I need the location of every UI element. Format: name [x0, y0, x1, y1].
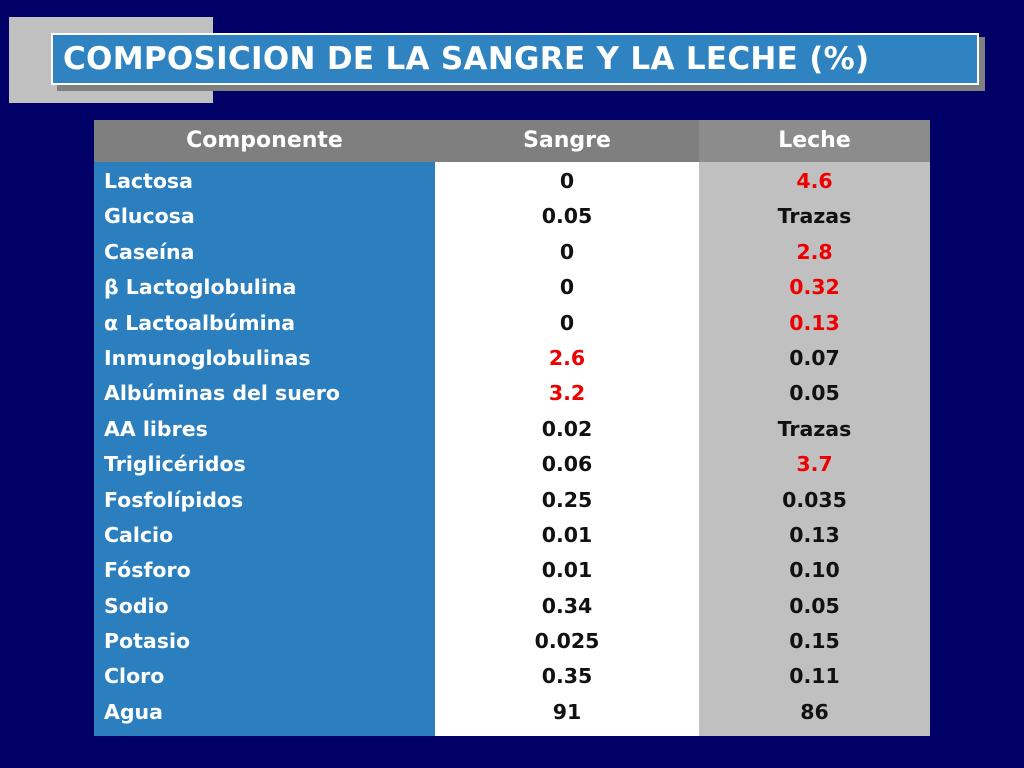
cell-leche: 0.13	[789, 310, 840, 335]
cell-sangre: 0.01	[541, 558, 593, 583]
cell-leche: 0.10	[789, 558, 840, 583]
cell-leche: 0.035	[782, 487, 847, 512]
cell-componente: Caseína	[104, 239, 195, 264]
cell-leche: 0.13	[789, 522, 840, 547]
cell-componente: Fósforo	[104, 558, 191, 583]
cell-componente: Fosfolípidos	[104, 487, 244, 512]
cell-leche: 0.11	[789, 664, 840, 689]
cell-leche: 0.07	[789, 345, 840, 370]
cell-componente: Cloro	[104, 664, 165, 689]
cell-sangre: 0.02	[541, 416, 593, 441]
cell-sangre: 0	[559, 310, 575, 335]
sangre-rows: 0 0.05 0 0 0 2.6 3.2 0.02 0.06 0.25 0.01 0.01 0.34 0.…	[435, 164, 699, 730]
cell-componente: Glucosa	[104, 204, 195, 229]
header-sangre: Sangre	[435, 120, 699, 162]
cell-sangre: 0	[559, 169, 575, 193]
cell-sangre: 91	[552, 699, 582, 724]
cell-componente: β Lactoglobulina	[104, 275, 297, 300]
title-box: COMPOSICION DE LA SANGRE Y LA LECHE (%)	[51, 33, 979, 85]
slide-title: COMPOSICION DE LA SANGRE Y LA LECHE (%)	[63, 41, 870, 77]
cell-leche: 0.05	[789, 381, 840, 406]
cell-sangre: 0.05	[541, 204, 593, 229]
cell-sangre: 0.35	[541, 664, 593, 689]
cell-leche: 86	[800, 699, 829, 724]
cell-leche: 0.05	[789, 593, 840, 618]
header-componente: Componente	[94, 120, 435, 162]
cell-leche: 0.32	[789, 275, 840, 300]
cell-sangre: 0.06	[541, 452, 593, 477]
cell-componente: Sodio	[104, 593, 169, 618]
cell-leche: 3.7	[796, 452, 833, 477]
cell-componente: Albúminas del suero	[104, 381, 340, 406]
composition-table: Componente Lactosa Glucosa Caseína β Lactog…	[94, 120, 930, 736]
cell-sangre: 0.025	[534, 629, 600, 654]
cell-componente: AA libres	[104, 416, 208, 441]
cell-componente: Potasio	[104, 629, 191, 654]
componente-rows: Lactosa Glucosa Caseína β Lactoglobulina α L…	[94, 164, 435, 730]
leche-rows: 4.6 Trazas 2.8 0.32 0.13 0.07 0.05 Trazas 3.7 0.0…	[699, 164, 930, 730]
leche-column: Leche 4.6 Trazas 2.8 0.32 0.13 0.07 0.05 Trazas…	[699, 120, 930, 736]
cell-sangre: 3.2	[548, 381, 586, 406]
componente-column: Componente Lactosa Glucosa Caseína β Lactog…	[94, 120, 435, 736]
cell-sangre: 0.34	[541, 593, 593, 618]
cell-leche: 0.15	[789, 629, 840, 654]
cell-sangre: 0	[559, 275, 575, 300]
cell-sangre: 0.01	[541, 522, 593, 547]
cell-leche: Trazas	[777, 416, 852, 441]
header-leche: Leche	[699, 120, 930, 162]
cell-sangre: 2.6	[548, 345, 586, 370]
cell-componente: Lactosa	[104, 169, 193, 193]
cell-componente: Triglicéridos	[104, 452, 246, 477]
cell-componente: Inmunoglobulinas	[104, 345, 311, 370]
cell-componente: Calcio	[104, 522, 174, 547]
cell-leche: 4.6	[796, 169, 833, 193]
cell-sangre: 0	[559, 239, 575, 264]
cell-leche: 2.8	[796, 239, 833, 264]
sangre-column: Sangre 0 0.05 0 0 0 2.6 3.2 0.02 0.06 0.25 0.01 0.0…	[435, 120, 699, 736]
cell-componente: α Lactoalbúmina	[104, 310, 296, 335]
cell-leche: Trazas	[777, 204, 852, 229]
cell-componente: Agua	[104, 699, 163, 724]
cell-sangre: 0.25	[541, 487, 593, 512]
